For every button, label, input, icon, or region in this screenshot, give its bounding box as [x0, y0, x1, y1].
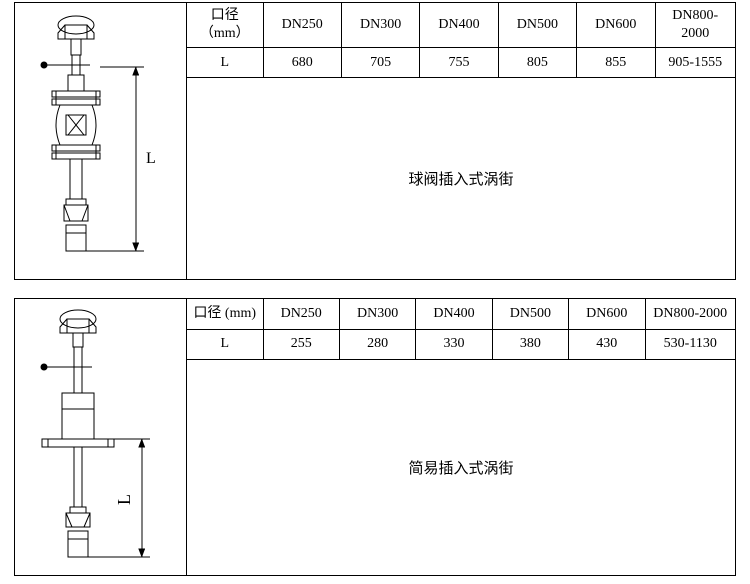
val-1-4: 855 [577, 48, 655, 78]
val-2-4: 430 [569, 329, 645, 359]
col-dn800-1: DN800-2000 [655, 3, 735, 48]
table-area-1: 口径（mm） DN250 DN300 DN400 DN500 DN600 DN8… [187, 3, 735, 279]
val-1-0: 680 [263, 48, 341, 78]
val-2-2: 330 [416, 329, 492, 359]
col-dn300-1: DN300 [341, 3, 419, 48]
col-dn800-2: DN800-2000 [645, 299, 735, 329]
dim-label-L2: L [114, 494, 134, 505]
caption-2: 简易插入式涡街 [187, 360, 735, 576]
col-dn500-2: DN500 [492, 299, 568, 329]
diagram-simple-insert: L [15, 299, 187, 575]
diagram-ball-valve: L [15, 3, 187, 279]
simple-insert-drawing: L [16, 299, 186, 575]
row-label-2: L [187, 329, 263, 359]
dim-label-L1: L [146, 150, 156, 167]
spec-table-2: 口径 (mm) DN250 DN300 DN400 DN500 DN600 DN… [187, 299, 735, 360]
val-1-5: 905-1555 [655, 48, 735, 78]
col-dn400-1: DN400 [420, 3, 498, 48]
val-1-3: 805 [498, 48, 576, 78]
ball-valve-drawing: L [16, 3, 186, 279]
header-label-1: 口径（mm） [187, 3, 263, 48]
section-simple-insert: L 口径 (mm) DN250 DN300 DN400 DN500 DN600 … [14, 298, 736, 576]
val-2-1: 280 [339, 329, 415, 359]
col-dn400-2: DN400 [416, 299, 492, 329]
col-dn250-2: DN250 [263, 299, 339, 329]
val-1-1: 705 [341, 48, 419, 78]
header-label-2: 口径 (mm) [187, 299, 263, 329]
section-ball-valve: L 口径（mm） DN250 DN300 DN400 DN500 DN600 D… [14, 2, 736, 280]
caption-1: 球阀插入式涡街 [187, 78, 735, 279]
table-area-2: 口径 (mm) DN250 DN300 DN400 DN500 DN600 DN… [187, 299, 735, 575]
col-dn500-1: DN500 [498, 3, 576, 48]
val-2-5: 530-1130 [645, 329, 735, 359]
spec-table-1: 口径（mm） DN250 DN300 DN400 DN500 DN600 DN8… [187, 3, 735, 78]
val-1-2: 755 [420, 48, 498, 78]
val-2-3: 380 [492, 329, 568, 359]
col-dn300-2: DN300 [339, 299, 415, 329]
row-label-1: L [187, 48, 263, 78]
val-2-0: 255 [263, 329, 339, 359]
col-dn250-1: DN250 [263, 3, 341, 48]
col-dn600-2: DN600 [569, 299, 645, 329]
col-dn600-1: DN600 [577, 3, 655, 48]
